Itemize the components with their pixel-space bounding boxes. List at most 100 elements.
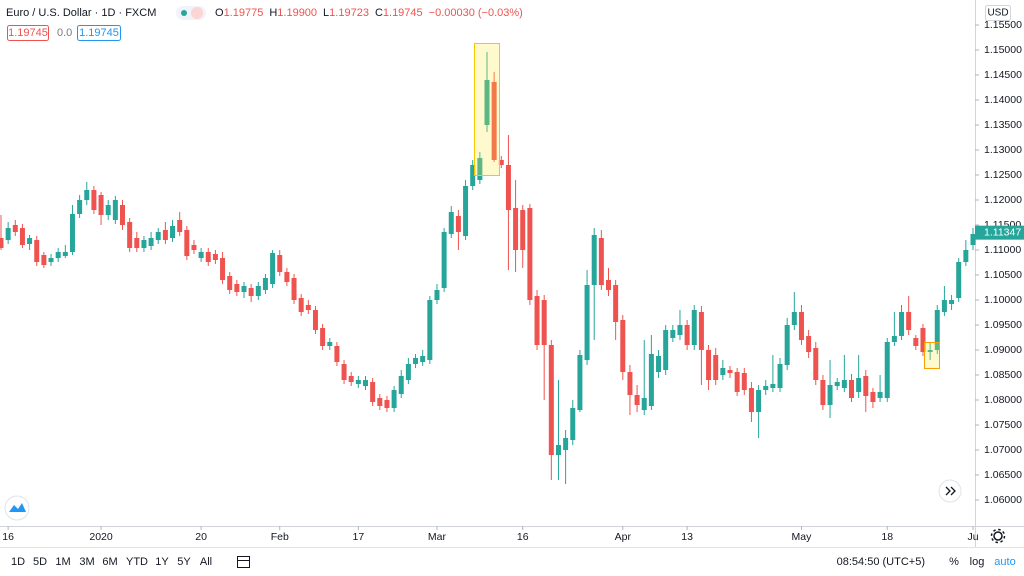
candle-body <box>184 230 190 256</box>
range-button[interactable]: 5Y <box>177 556 191 568</box>
candle-body <box>798 312 804 340</box>
x-tick-label: 17 <box>353 531 365 543</box>
range-button[interactable]: 1Y <box>155 556 169 568</box>
candle-body <box>320 328 326 346</box>
range-button[interactable]: All <box>200 556 212 568</box>
range-button[interactable]: 1D <box>11 556 25 568</box>
candle-body <box>548 345 554 455</box>
candle-body <box>513 208 519 250</box>
y-tick-label: 1.13500 <box>984 119 1022 131</box>
legend-key: C <box>375 7 383 19</box>
candle-body <box>634 395 640 405</box>
candle-body <box>220 258 226 280</box>
candle-body <box>62 252 68 256</box>
logo-icon <box>9 503 26 512</box>
range-button[interactable]: 5D <box>33 556 47 568</box>
y-tick-label: 1.06500 <box>984 469 1022 481</box>
candle-body <box>205 252 211 262</box>
scale-option[interactable]: auto <box>994 556 1015 568</box>
candle-body <box>277 255 283 272</box>
y-tick-label: 1.14500 <box>984 69 1022 81</box>
candle-body <box>813 348 819 380</box>
ask-badge[interactable] <box>77 25 121 41</box>
scroll-icon <box>945 486 956 496</box>
legend-value: 1.19745 <box>383 7 423 19</box>
scale-option[interactable]: % <box>949 556 959 568</box>
candle-body <box>155 232 161 240</box>
candle-body <box>691 310 697 345</box>
candle-body <box>284 272 290 282</box>
candle-body <box>748 388 754 412</box>
x-tick-label: Apr <box>615 531 632 543</box>
candle-body <box>584 285 590 360</box>
candle-body <box>341 364 347 380</box>
spread-text: 0.0 <box>57 27 72 39</box>
candle-body <box>177 220 183 232</box>
candle-body <box>291 278 297 300</box>
clock: 08:54:50 (UTC+5) <box>837 556 925 568</box>
candle-body <box>377 398 383 406</box>
candle-body <box>227 276 233 290</box>
x-tick-label: 16 <box>2 531 14 543</box>
range-button[interactable]: YTD <box>126 556 148 568</box>
candle-body <box>741 373 747 390</box>
market-status-dot <box>181 10 187 16</box>
candle-body <box>720 368 726 375</box>
candle-body <box>920 328 926 352</box>
candle-body <box>541 300 547 345</box>
candle-body <box>55 252 61 258</box>
candle-body <box>405 364 411 380</box>
candle-body <box>241 286 247 292</box>
candle-body <box>520 210 526 250</box>
candle-body <box>69 214 75 252</box>
candle-body <box>899 312 905 336</box>
range-button[interactable]: 6M <box>102 556 117 568</box>
legend-value: 1.19900 <box>277 7 317 19</box>
candle-body <box>441 232 447 288</box>
bid-badge[interactable] <box>7 25 49 41</box>
candle-body <box>677 325 683 335</box>
legend-value: 1.19775 <box>224 7 264 19</box>
x-tick-label: 13 <box>681 531 693 543</box>
candle-body <box>698 312 704 350</box>
candle-body <box>305 305 311 310</box>
candle-body <box>427 300 433 360</box>
legend-key: L <box>323 7 329 19</box>
candle-body <box>927 350 933 352</box>
settings-button[interactable] <box>993 531 1003 541</box>
candle-body <box>198 252 204 258</box>
candle-body <box>806 336 812 352</box>
candle-body <box>134 238 140 248</box>
candle-body <box>413 358 419 364</box>
candle-body <box>663 330 669 370</box>
candle-body <box>856 378 862 392</box>
range-button[interactable]: 3M <box>79 556 94 568</box>
y-tick-label: 1.06000 <box>984 494 1022 506</box>
settings-icon <box>990 528 1006 544</box>
candle-body <box>956 262 962 298</box>
candle-body <box>906 312 912 330</box>
y-tick-label: 1.15500 <box>984 19 1022 31</box>
candle-body <box>170 226 176 238</box>
y-tick-label: 1.08500 <box>984 369 1022 381</box>
candle-body <box>756 390 762 412</box>
y-tick-label: 1.12000 <box>984 194 1022 206</box>
candle-body <box>348 376 354 382</box>
candle-body <box>41 255 47 265</box>
symbol-title: Euro / U.S. Dollar · 1D · FXCM <box>6 7 156 19</box>
plot-area <box>0 52 976 484</box>
candle-body <box>863 376 869 396</box>
candle-body <box>248 288 254 296</box>
candle-body <box>534 296 540 345</box>
range-button[interactable]: 1M <box>55 556 70 568</box>
date-range-button[interactable] <box>237 556 250 568</box>
y-tick-label: 1.09500 <box>984 319 1022 331</box>
scale-option[interactable]: log <box>970 556 985 568</box>
candle-body <box>477 158 483 180</box>
candle-body <box>162 230 168 240</box>
y-tick-label: 1.08000 <box>984 394 1022 406</box>
ask-badge-text: 1.19745 <box>79 27 119 39</box>
x-tick-label: Feb <box>271 531 289 543</box>
currency-box[interactable] <box>985 5 1011 21</box>
market-status-icon <box>191 7 203 19</box>
